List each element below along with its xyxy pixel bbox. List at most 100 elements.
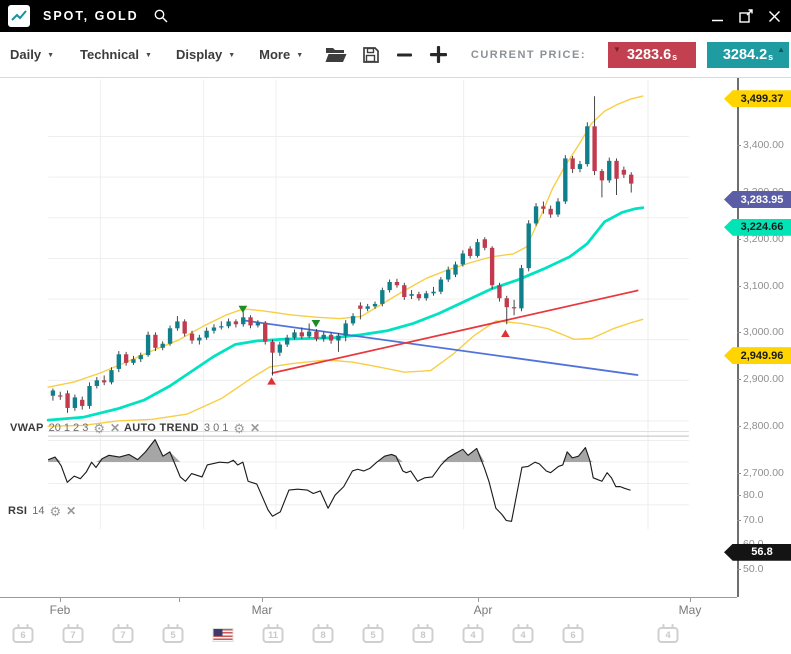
- candle: [87, 382, 92, 409]
- chart-area[interactable]: VWAP 20 1 2 3 ⚙ ✕ AUTO TREND 3 0 1 ⚙ ✕ R…: [0, 78, 737, 597]
- price-axis[interactable]: 3,400.003,300.003,200.003,100.003,000.00…: [724, 78, 791, 597]
- candle: [365, 303, 370, 312]
- time-axis[interactable]: Feb Mar Apr May: [0, 597, 737, 620]
- calendar-day-icon[interactable]: 5: [362, 624, 384, 643]
- sell-signal-icon: [311, 319, 321, 328]
- calendar-day-icon[interactable]: 4: [512, 624, 534, 643]
- toolbar: Daily ▼ Technical ▼ Display ▼ More ▼ CUR…: [0, 32, 791, 78]
- candle: [629, 172, 634, 193]
- popout-window-button[interactable]: [739, 9, 753, 23]
- price-axis-label: 3,200.00: [737, 232, 784, 245]
- candle: [101, 375, 107, 386]
- chevron-down-icon: ▼: [228, 52, 236, 59]
- calendar-day-icon[interactable]: 7: [62, 624, 84, 643]
- candle: [116, 351, 121, 373]
- settings-gear-icon[interactable]: ⚙: [233, 420, 246, 436]
- calendar-day-icon[interactable]: 6: [12, 624, 34, 643]
- calendar-day-icon[interactable]: 4: [462, 624, 484, 643]
- candle: [175, 316, 180, 331]
- candlestick-chart[interactable]: [0, 78, 737, 597]
- candle: [145, 331, 151, 357]
- candle: [270, 339, 275, 376]
- time-axis-tick: [179, 598, 180, 602]
- chevron-down-icon: ▼: [145, 52, 152, 59]
- title-bar: SPOT, GOLD: [0, 0, 791, 32]
- candle: [497, 282, 502, 302]
- calendar-day-icon[interactable]: 8: [412, 624, 434, 643]
- candle: [621, 166, 627, 178]
- candle: [350, 313, 356, 326]
- candle: [504, 295, 509, 325]
- candle: [533, 203, 539, 226]
- candle: [123, 351, 129, 366]
- auto-trend-indicator-label: AUTO TREND 3 0 1 ⚙ ✕: [124, 421, 260, 435]
- candle: [482, 237, 487, 251]
- remove-indicator-icon[interactable]: ✕: [250, 421, 261, 435]
- more-dropdown-label: More: [259, 47, 291, 62]
- close-button[interactable]: [768, 10, 781, 23]
- candle: [167, 325, 173, 346]
- candle: [519, 264, 524, 312]
- open-folder-icon[interactable]: [325, 46, 347, 63]
- month-label: Mar: [251, 603, 273, 617]
- zoom-out-icon[interactable]: [397, 47, 413, 63]
- price-badge: 3,499.37: [724, 90, 791, 108]
- price-axis-label: 3,400.00: [737, 139, 784, 152]
- candle: [563, 155, 568, 204]
- vwap-upper-band-line: [47, 95, 644, 388]
- settings-gear-icon[interactable]: ⚙: [93, 420, 106, 436]
- remove-indicator-icon[interactable]: ✕: [110, 421, 121, 435]
- ask-price-badge: 3284.2 s ▲: [707, 41, 789, 68]
- auto-trend-support-line: [271, 289, 639, 374]
- save-icon[interactable]: [362, 46, 380, 64]
- candle: [72, 394, 78, 411]
- candle: [577, 160, 583, 173]
- vwap-params: 20 1 2 3: [48, 422, 89, 434]
- price-axis-label: 3,000.00: [737, 326, 784, 339]
- month-label: May: [678, 603, 702, 617]
- calendar-day-icon[interactable]: 4: [657, 624, 679, 643]
- candle: [241, 312, 246, 327]
- candle: [233, 319, 239, 328]
- remove-indicator-icon[interactable]: ✕: [66, 504, 77, 518]
- timeframe-dropdown[interactable]: Daily ▼: [10, 47, 54, 62]
- zoom-in-icon[interactable]: [429, 45, 448, 64]
- more-dropdown[interactable]: More ▼: [259, 47, 303, 62]
- buy-signal-icon: [267, 377, 276, 385]
- candle: [614, 158, 619, 195]
- candle: [248, 315, 253, 329]
- calendar-day-icon[interactable]: 7: [112, 624, 134, 643]
- candle: [211, 324, 217, 334]
- candle: [65, 390, 70, 413]
- calendar-day-icon[interactable]: 6: [562, 624, 584, 643]
- calendar-day-icon[interactable]: 11: [262, 624, 284, 643]
- candle: [467, 246, 473, 259]
- search-icon[interactable]: [153, 8, 169, 24]
- app-logo-icon: [8, 5, 30, 27]
- candle: [416, 291, 422, 301]
- technical-dropdown-label: Technical: [80, 47, 140, 62]
- calendar-day-icon[interactable]: 8: [312, 624, 334, 643]
- candle: [138, 352, 143, 363]
- technical-dropdown[interactable]: Technical ▼: [80, 47, 152, 62]
- us-flag-icon[interactable]: [212, 628, 234, 642]
- rsi-value-badge: 56.8: [724, 543, 791, 561]
- event-calendar-bar: 6 7 7 5 11 8 5 8 4 4 6 4: [0, 620, 791, 654]
- minimize-button[interactable]: [711, 10, 724, 23]
- settings-gear-icon[interactable]: ⚙: [49, 503, 62, 519]
- candle: [328, 332, 334, 344]
- bid-price-value: 3283.6: [626, 46, 672, 63]
- candle: [548, 205, 553, 218]
- candle: [131, 355, 136, 365]
- candle: [182, 319, 187, 337]
- display-dropdown[interactable]: Display ▼: [176, 47, 235, 62]
- candle: [489, 246, 495, 290]
- rsi-params: 14: [32, 505, 45, 517]
- candle: [109, 367, 114, 385]
- rsi-axis-label: 70.0: [736, 513, 764, 526]
- candle: [306, 323, 312, 339]
- candle: [541, 201, 546, 214]
- calendar-day-icon[interactable]: 5: [162, 624, 184, 643]
- candle: [431, 286, 436, 296]
- rsi-indicator-label: RSI 14 ⚙ ✕: [8, 504, 76, 518]
